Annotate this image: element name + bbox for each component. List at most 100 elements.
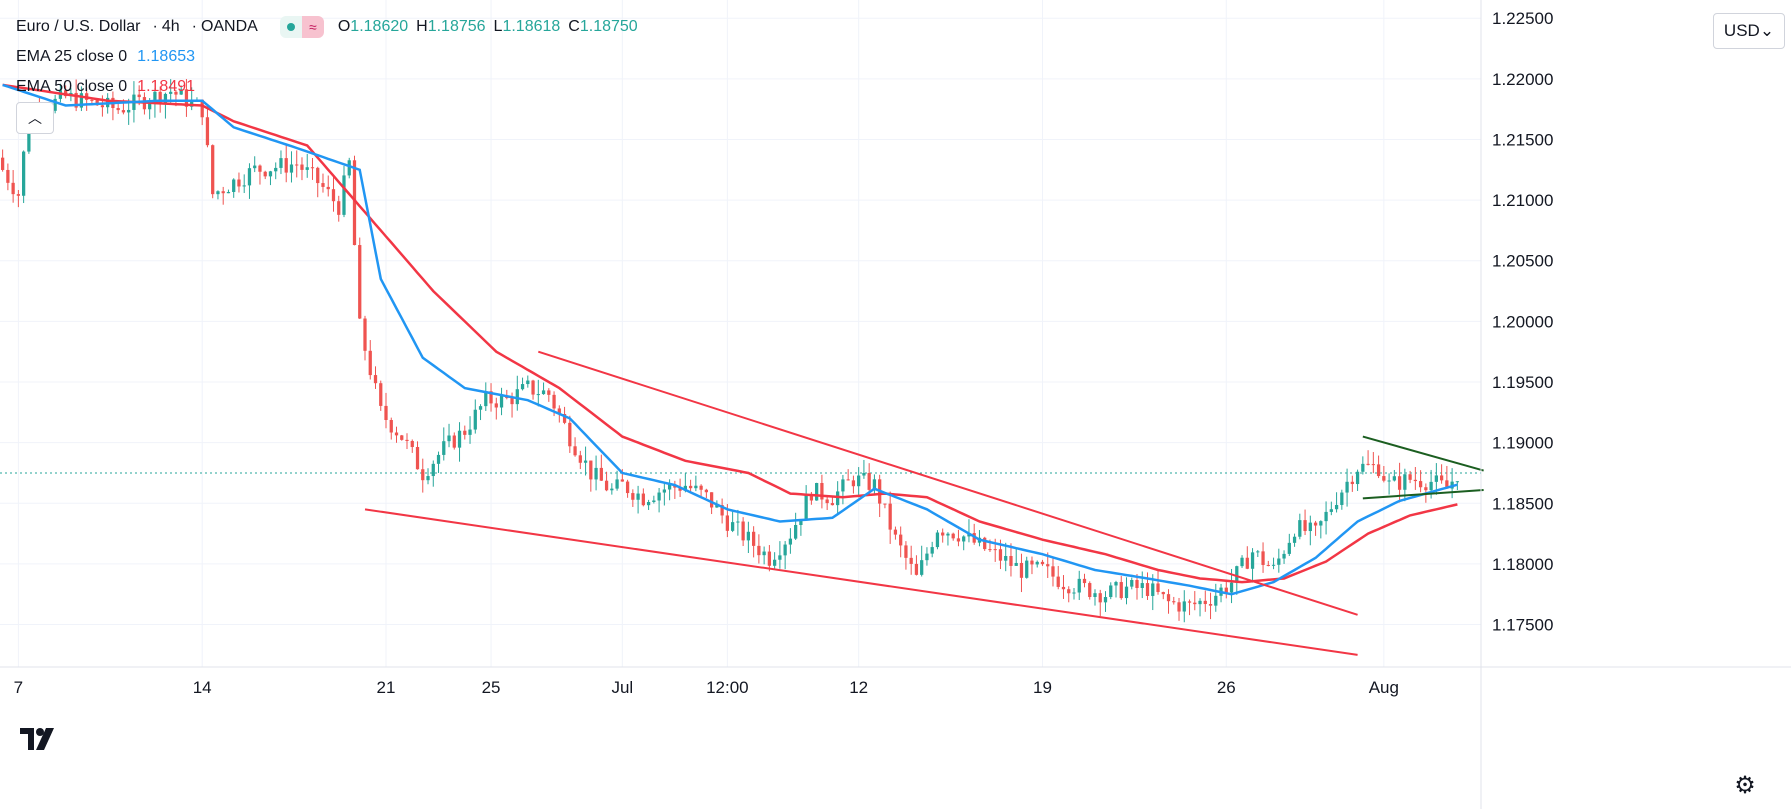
trendlines[interactable]	[364, 350, 1484, 656]
candle[interactable]	[652, 495, 656, 504]
candle[interactable]	[499, 387, 504, 416]
candle[interactable]	[426, 468, 430, 485]
candle[interactable]	[878, 474, 882, 518]
candle[interactable]	[274, 162, 278, 180]
candle[interactable]	[599, 454, 603, 481]
candle[interactable]	[547, 388, 551, 402]
candle[interactable]	[1439, 464, 1444, 484]
candle[interactable]	[247, 163, 252, 199]
candle[interactable]	[6, 163, 10, 191]
candle[interactable]	[1261, 542, 1265, 573]
candle[interactable]	[1203, 590, 1207, 612]
candle[interactable]	[883, 503, 887, 509]
interval-label[interactable]: 4h	[161, 18, 180, 35]
candle[interactable]	[11, 170, 15, 203]
candle[interactable]	[1224, 580, 1228, 599]
candle[interactable]	[1277, 548, 1281, 573]
candle[interactable]	[347, 157, 351, 179]
candle[interactable]	[1287, 533, 1291, 556]
indicator-ema50[interactable]: EMA 50 close 0 1.18491	[16, 72, 642, 102]
indicator-ema25[interactable]: EMA 25 close 0 1.18653	[16, 42, 642, 72]
candle[interactable]	[1445, 465, 1449, 489]
candle[interactable]	[421, 458, 425, 493]
candle[interactable]	[400, 434, 404, 441]
candle[interactable]	[904, 541, 908, 570]
candle[interactable]	[1350, 475, 1354, 492]
candle[interactable]	[736, 509, 740, 536]
candle[interactable]	[520, 377, 525, 391]
candle[interactable]	[221, 186, 225, 205]
candle[interactable]	[1408, 470, 1412, 484]
candle[interactable]	[1140, 571, 1144, 599]
candle[interactable]	[846, 469, 850, 481]
candle[interactable]	[232, 178, 236, 198]
candle[interactable]	[494, 397, 498, 420]
candle[interactable]	[541, 382, 546, 395]
candle[interactable]	[1334, 492, 1339, 513]
candle[interactable]	[851, 475, 856, 494]
candle[interactable]	[1014, 548, 1018, 566]
candle[interactable]	[1130, 577, 1134, 590]
candle[interactable]	[694, 475, 698, 492]
candle[interactable]	[1303, 509, 1307, 536]
candle[interactable]	[762, 546, 766, 565]
candle[interactable]	[757, 534, 761, 564]
candle[interactable]	[1103, 591, 1108, 612]
candle[interactable]	[583, 446, 588, 476]
candle[interactable]	[925, 547, 929, 566]
candle[interactable]	[662, 481, 666, 506]
candle[interactable]	[1114, 580, 1118, 598]
candle[interactable]	[1376, 455, 1381, 479]
candle[interactable]	[1119, 575, 1123, 600]
candle[interactable]	[899, 526, 903, 558]
candle[interactable]	[857, 467, 861, 498]
candle[interactable]	[1308, 515, 1312, 546]
candle[interactable]	[773, 552, 777, 570]
candle[interactable]	[305, 153, 309, 178]
candle[interactable]	[379, 380, 383, 411]
candle[interactable]	[0, 149, 5, 172]
candle[interactable]	[589, 460, 593, 492]
candle[interactable]	[258, 164, 262, 185]
candle[interactable]	[463, 425, 467, 440]
candle[interactable]	[1051, 558, 1055, 587]
candle[interactable]	[657, 488, 661, 513]
candle[interactable]	[1271, 557, 1276, 570]
candle[interactable]	[237, 172, 241, 193]
candle[interactable]	[946, 532, 950, 546]
candle[interactable]	[730, 510, 735, 533]
currency-select[interactable]: USD ⌄	[1713, 13, 1785, 49]
candle[interactable]	[799, 519, 803, 536]
candle[interactable]	[1235, 565, 1239, 595]
settings-button[interactable]: ⚙	[1728, 768, 1762, 802]
candle[interactable]	[268, 170, 273, 186]
candle[interactable]	[1182, 590, 1186, 623]
candle[interactable]	[1214, 583, 1218, 612]
candle[interactable]	[631, 489, 635, 507]
candle[interactable]	[578, 450, 582, 470]
candle[interactable]	[1366, 450, 1370, 466]
candle[interactable]	[163, 92, 168, 119]
symbol-title[interactable]: Euro / U.S. Dollar	[16, 18, 141, 35]
candle[interactable]	[415, 441, 420, 470]
candle[interactable]	[253, 156, 257, 173]
candle[interactable]	[930, 541, 934, 558]
candle[interactable]	[820, 474, 824, 509]
candle[interactable]	[1124, 577, 1129, 605]
candle[interactable]	[841, 474, 845, 505]
candle[interactable]	[1061, 575, 1066, 599]
candle[interactable]	[1240, 555, 1244, 568]
candle[interactable]	[699, 484, 703, 497]
candle[interactable]	[1324, 501, 1328, 535]
candle[interactable]	[410, 439, 414, 453]
candle[interactable]	[526, 375, 530, 388]
candle[interactable]	[673, 480, 677, 499]
candle[interactable]	[815, 482, 819, 501]
candle[interactable]	[1361, 456, 1365, 475]
candle[interactable]	[436, 451, 441, 473]
candle[interactable]	[358, 237, 362, 320]
candle[interactable]	[53, 94, 57, 114]
candle[interactable]	[1413, 467, 1417, 490]
candle[interactable]	[531, 379, 535, 400]
